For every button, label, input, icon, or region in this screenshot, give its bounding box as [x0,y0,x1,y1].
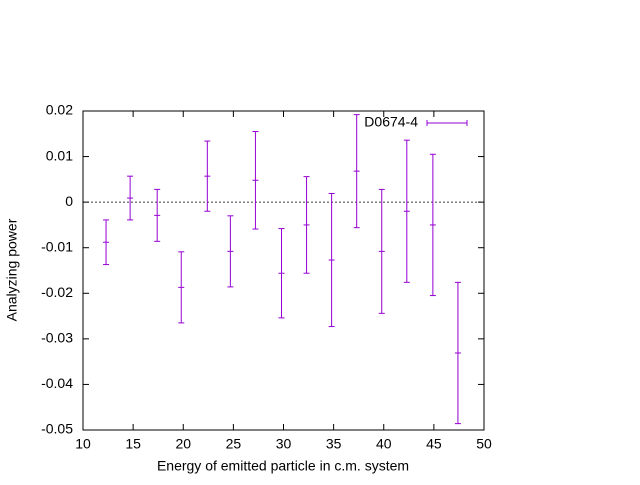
error-bar [127,175,134,221]
y-tick-label: 0 [65,193,73,209]
error-bar [353,114,360,229]
error-bar [454,281,461,425]
x-tick-label: 15 [125,436,141,452]
error-bar [227,215,234,288]
y-tick-label: -0.01 [41,238,73,254]
error-bar [429,153,436,297]
y-tick-label: -0.05 [41,421,73,437]
legend-label: D0674-4 [364,114,418,130]
y-tick-label: 0.01 [46,147,73,163]
y-tick-label: -0.03 [41,330,73,346]
error-bar [178,251,185,324]
y-axis-label: Analyzing power [4,218,20,321]
x-tick-label: 35 [326,436,342,452]
x-tick-label: 30 [276,436,292,452]
x-tick-label: 50 [476,436,492,452]
x-tick-label: 10 [75,436,91,452]
error-bar [278,228,285,319]
y-tick-label: -0.04 [41,375,73,391]
error-bar [103,219,110,266]
error-bar [303,176,310,274]
error-bar [378,188,385,314]
error-bar [154,188,161,242]
plot-frame [82,110,485,431]
x-axis-label: Energy of emitted particle in c.m. syste… [157,458,409,474]
x-tick-label: 25 [226,436,242,452]
y-tick-label: 0.02 [46,102,73,118]
x-tick-label: 45 [426,436,442,452]
error-bar [403,139,410,283]
x-tick-label: 20 [175,436,191,452]
y-tick-label: -0.02 [41,284,73,300]
error-bar [204,140,211,212]
x-tick-label: 40 [376,436,392,452]
error-bar [328,192,335,328]
error-bar [252,131,259,230]
